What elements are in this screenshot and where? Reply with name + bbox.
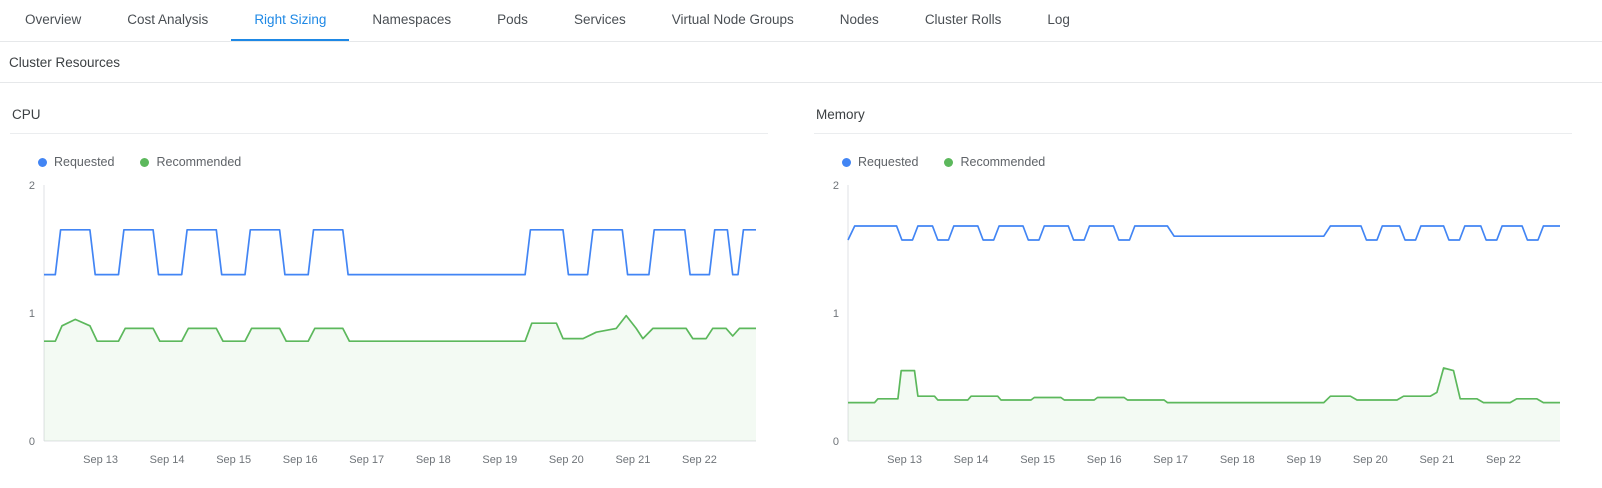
cpu-chart-panel: CPU Requested Recommended 0 1 2 Sep 13 Sep 1…: [10, 107, 768, 481]
svg-text:Sep 20: Sep 20: [549, 454, 584, 466]
tab-right-sizing[interactable]: Right Sizing: [231, 0, 350, 41]
svg-text:Sep 17: Sep 17: [349, 454, 384, 466]
recommended-dot-icon: [140, 157, 150, 167]
tab-cost-analysis[interactable]: Cost Analysis: [127, 12, 209, 27]
section-title: Cluster Resources: [9, 55, 121, 70]
svg-text:Sep 21: Sep 21: [615, 454, 650, 466]
section-header: Cluster Resources: [0, 42, 1602, 83]
svg-text:Sep 13: Sep 13: [887, 454, 922, 466]
memory-chart-panel: Memory Requested Recommended 0 1 2 Sep 13 Se…: [814, 107, 1572, 481]
cpu-chart: 0 1 2 Sep 13 Sep 14 Sep 15 Sep 16 Sep 17 Sep 18 S…: [29, 180, 756, 466]
tab-overview[interactable]: Overview: [25, 12, 82, 27]
svg-text:Sep 17: Sep 17: [1153, 454, 1188, 466]
tab-virtual-node-groups[interactable]: Virtual Node Groups: [671, 12, 794, 27]
memory-chart-title: Memory: [814, 107, 1572, 134]
svg-text:2: 2: [833, 180, 839, 192]
svg-text:Sep 15: Sep 15: [216, 454, 251, 466]
svg-text:Sep 18: Sep 18: [1220, 454, 1255, 466]
recommended-dot-icon: [944, 157, 954, 167]
legend-label-recommended: Recommended: [156, 155, 242, 169]
svg-text:Sep 19: Sep 19: [482, 454, 517, 466]
tab-bar: Overview Cost Analysis Right Sizing Name…: [0, 0, 1602, 42]
svg-text:1: 1: [29, 308, 35, 320]
tab-pods[interactable]: Pods: [497, 12, 528, 27]
tab-services[interactable]: Services: [573, 12, 626, 27]
cpu-chart-legend: Requested Recommended: [38, 155, 768, 169]
svg-text:Sep 20: Sep 20: [1353, 454, 1388, 466]
svg-text:Sep 22: Sep 22: [682, 454, 717, 466]
svg-text:Sep 15: Sep 15: [1020, 454, 1055, 466]
svg-text:1: 1: [833, 308, 839, 320]
tab-log[interactable]: Log: [1047, 12, 1070, 27]
legend-label-recommended: Recommended: [960, 155, 1046, 169]
requested-dot-icon: [842, 157, 851, 167]
memory-chart: 0 1 2 Sep 13 Sep 14 Sep 15 Sep 16 Sep 17 Sep 18 S…: [833, 180, 1560, 466]
requested-dot-icon: [38, 157, 47, 167]
legend-label-requested: Requested: [54, 155, 115, 169]
svg-text:2: 2: [29, 180, 35, 192]
svg-text:Sep 16: Sep 16: [283, 454, 318, 466]
charts-area: CPU Requested Recommended 0 1 2 Sep 13 Sep 1…: [0, 83, 1602, 481]
legend-item-requested[interactable]: Requested: [842, 155, 918, 169]
svg-text:Sep 21: Sep 21: [1419, 454, 1454, 466]
svg-text:0: 0: [29, 436, 35, 448]
memory-chart-legend: Requested Recommended: [842, 155, 1572, 169]
legend-label-requested: Requested: [858, 155, 919, 169]
tab-cluster-rolls[interactable]: Cluster Rolls: [924, 12, 1002, 27]
svg-text:0: 0: [833, 436, 839, 448]
svg-text:Sep 14: Sep 14: [150, 454, 185, 466]
svg-text:Sep 16: Sep 16: [1087, 454, 1122, 466]
legend-item-recommended[interactable]: Recommended: [140, 155, 241, 169]
legend-item-requested[interactable]: Requested: [38, 155, 114, 169]
tab-nodes[interactable]: Nodes: [839, 12, 879, 27]
svg-text:Sep 14: Sep 14: [954, 454, 989, 466]
legend-item-recommended[interactable]: Recommended: [944, 155, 1045, 169]
svg-text:Sep 19: Sep 19: [1286, 454, 1321, 466]
tab-namespaces[interactable]: Namespaces: [372, 12, 452, 27]
svg-text:Sep 22: Sep 22: [1486, 454, 1521, 466]
svg-text:Sep 13: Sep 13: [83, 454, 118, 466]
svg-text:Sep 18: Sep 18: [416, 454, 451, 466]
cpu-chart-title: CPU: [10, 107, 768, 134]
